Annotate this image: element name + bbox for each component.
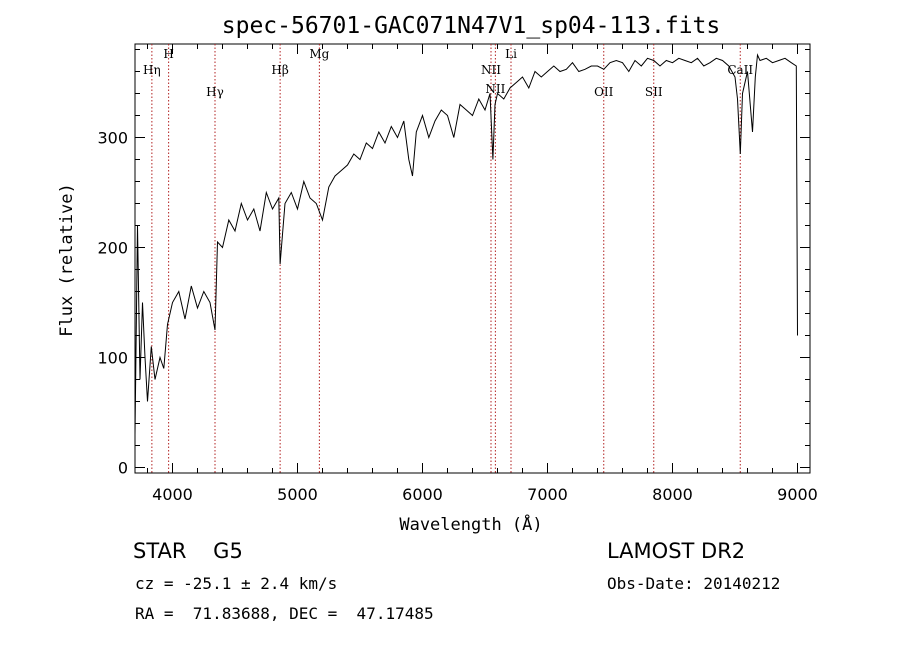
x-axis-label: Wavelength (Å) xyxy=(399,513,542,535)
line-marker-label: Hγ xyxy=(206,85,224,99)
x-tick-label: 8000 xyxy=(652,485,693,504)
observation-date: Obs-Date: 20140212 xyxy=(607,574,781,593)
line-marker-label: NII xyxy=(481,63,501,77)
y-tick-labels: 0 100 200 300 xyxy=(97,129,128,478)
x-tick-label: 6000 xyxy=(402,485,443,504)
chart-title: spec-56701-GAC071N47V1_sp04-113.fits xyxy=(222,13,721,39)
line-marker-label: Mg xyxy=(309,47,329,61)
x-tick-label: 9000 xyxy=(777,485,818,504)
line-marker-label: SII xyxy=(645,85,663,99)
coordinates: RA = 71.83688, DEC = 47.17485 xyxy=(135,604,434,623)
survey-name: LAMOST DR2 xyxy=(607,539,746,563)
x-tick-label: 7000 xyxy=(527,485,568,504)
spectrum-line xyxy=(134,53,798,435)
axis-ticks xyxy=(135,44,810,473)
y-tick-label: 0 xyxy=(118,459,128,478)
line-marker-label: H xyxy=(163,47,173,61)
plot-frame xyxy=(134,43,811,474)
x-tick-label: 4000 xyxy=(152,485,193,504)
y-tick-label: 300 xyxy=(97,129,128,148)
line-marker-label: NII xyxy=(485,82,505,96)
x-tick-labels: 4000 5000 6000 7000 8000 9000 xyxy=(152,485,818,504)
line-marker-label: Hη xyxy=(143,63,161,77)
x-tick-label: 5000 xyxy=(277,485,318,504)
line-marker-label: Hβ xyxy=(271,63,288,77)
y-tick-label: 200 xyxy=(97,239,128,258)
line-marker-label: Li xyxy=(505,47,517,61)
y-axis-label: Flux (relative) xyxy=(57,183,77,337)
object-class: STAR G5 xyxy=(133,539,243,563)
y-tick-label: 100 xyxy=(97,349,128,368)
line-marker-label: OII xyxy=(594,85,614,99)
redshift-velocity: cz = -25.1 ± 2.4 km/s xyxy=(135,574,338,593)
spectral-line-markers xyxy=(151,44,741,473)
